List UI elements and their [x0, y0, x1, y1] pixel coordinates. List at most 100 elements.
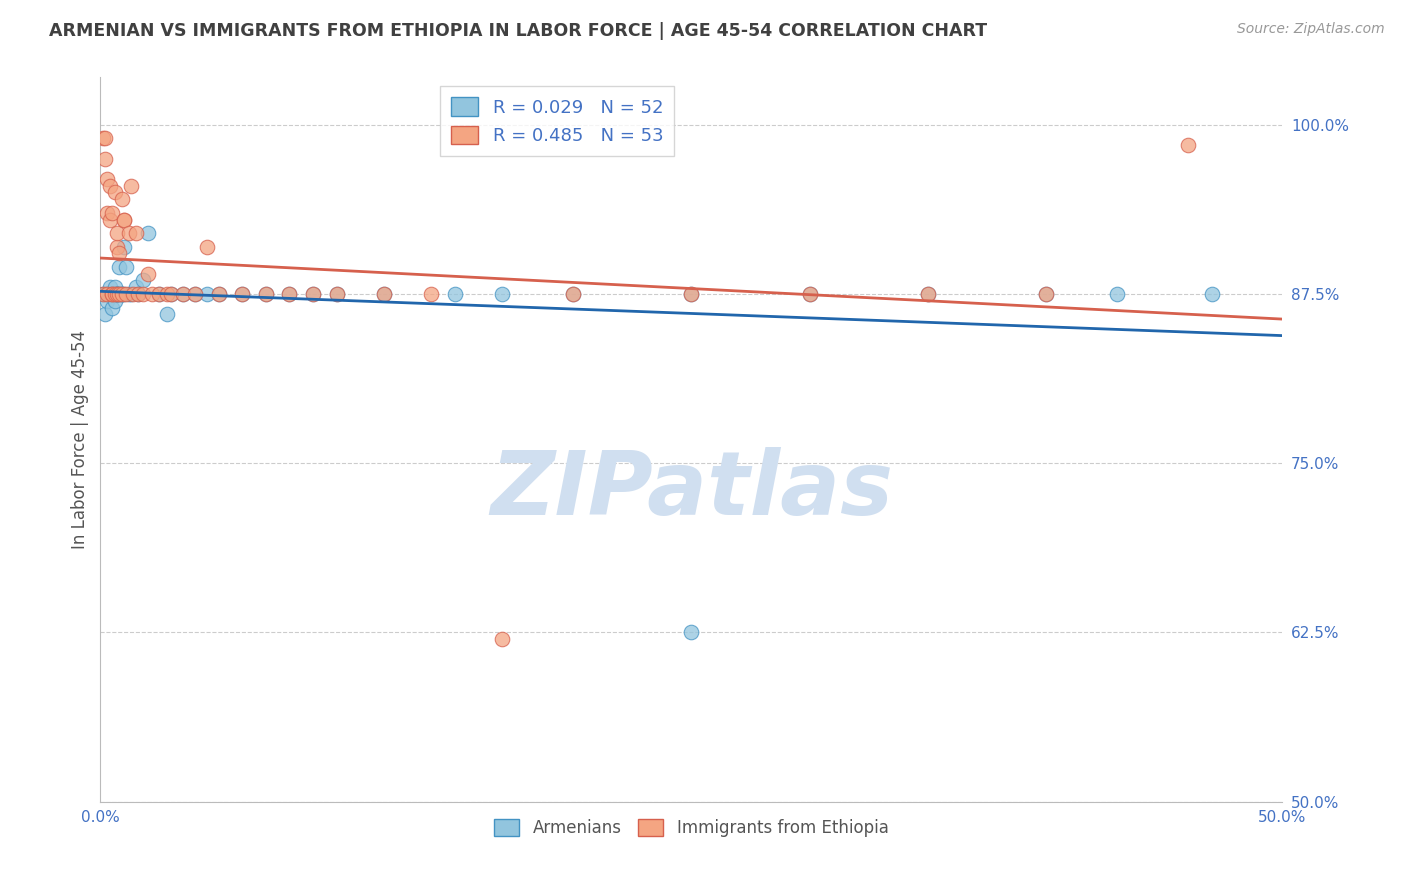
Point — [111, 287, 134, 301]
Point — [799, 287, 821, 301]
Point — [127, 287, 149, 301]
Point — [115, 287, 138, 301]
Point — [681, 287, 703, 301]
Legend: Armenians, Immigrants from Ethiopia: Armenians, Immigrants from Ethiopia — [488, 813, 896, 844]
Point — [101, 287, 124, 301]
Point — [105, 287, 128, 301]
Point — [103, 280, 125, 294]
Point — [231, 287, 253, 301]
Point — [491, 632, 513, 647]
Point — [96, 287, 118, 301]
Point — [132, 273, 155, 287]
Point — [132, 287, 155, 301]
Point — [96, 172, 118, 186]
Point — [98, 280, 121, 294]
Point — [195, 287, 218, 301]
Point — [184, 287, 207, 301]
Point — [91, 287, 114, 301]
Point — [112, 212, 135, 227]
Point — [373, 287, 395, 301]
Point — [111, 287, 134, 301]
Point — [254, 287, 277, 301]
Point — [94, 287, 117, 301]
Point — [105, 287, 128, 301]
Point — [207, 287, 229, 301]
Y-axis label: In Labor Force | Age 45-54: In Labor Force | Age 45-54 — [72, 330, 89, 549]
Point — [94, 131, 117, 145]
Point — [302, 287, 325, 301]
Point — [1035, 287, 1057, 301]
Point — [160, 287, 183, 301]
Point — [96, 287, 118, 301]
Point — [141, 287, 163, 301]
Point — [101, 206, 124, 220]
Point — [112, 287, 135, 301]
Point — [207, 287, 229, 301]
Point — [278, 287, 301, 301]
Point — [148, 287, 170, 301]
Point — [96, 293, 118, 308]
Point — [373, 287, 395, 301]
Point — [491, 287, 513, 301]
Point — [111, 192, 134, 206]
Point — [195, 239, 218, 253]
Point — [562, 287, 585, 301]
Point — [101, 301, 124, 315]
Point — [127, 287, 149, 301]
Point — [115, 260, 138, 274]
Point — [172, 287, 194, 301]
Point — [111, 287, 134, 301]
Point — [108, 287, 131, 301]
Point — [112, 212, 135, 227]
Point — [108, 260, 131, 274]
Point — [118, 287, 141, 301]
Point — [562, 287, 585, 301]
Point — [108, 246, 131, 260]
Point — [101, 287, 124, 301]
Point — [148, 287, 170, 301]
Point — [103, 293, 125, 308]
Point — [103, 186, 125, 200]
Point — [125, 226, 148, 240]
Point — [136, 267, 159, 281]
Point — [278, 287, 301, 301]
Point — [420, 287, 443, 301]
Point — [98, 212, 121, 227]
Point — [1177, 138, 1199, 153]
Point — [101, 287, 124, 301]
Point — [94, 307, 117, 321]
Point — [96, 287, 118, 301]
Point — [118, 226, 141, 240]
Point — [444, 287, 467, 301]
Point — [120, 287, 142, 301]
Point — [1201, 287, 1223, 301]
Point — [105, 287, 128, 301]
Point — [103, 287, 125, 301]
Point — [105, 226, 128, 240]
Point — [98, 178, 121, 193]
Point — [155, 287, 177, 301]
Point — [184, 287, 207, 301]
Point — [326, 287, 349, 301]
Point — [136, 226, 159, 240]
Text: ZIPatlas: ZIPatlas — [489, 447, 893, 533]
Point — [91, 131, 114, 145]
Point — [101, 287, 124, 301]
Point — [98, 287, 121, 301]
Point — [125, 280, 148, 294]
Point — [917, 287, 939, 301]
Point — [326, 287, 349, 301]
Point — [799, 287, 821, 301]
Point — [155, 307, 177, 321]
Point — [254, 287, 277, 301]
Text: Source: ZipAtlas.com: Source: ZipAtlas.com — [1237, 22, 1385, 37]
Point — [91, 287, 114, 301]
Point — [231, 287, 253, 301]
Point — [108, 287, 131, 301]
Point — [96, 206, 118, 220]
Point — [105, 287, 128, 301]
Point — [1105, 287, 1128, 301]
Point — [160, 287, 183, 301]
Point — [122, 287, 145, 301]
Point — [302, 287, 325, 301]
